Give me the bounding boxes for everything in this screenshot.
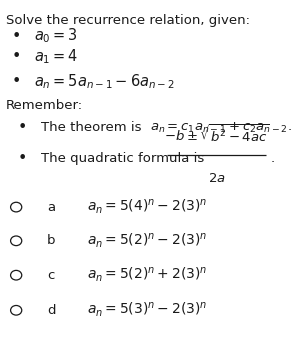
Text: $a_n = 5(4)^n - 2(3)^n$: $a_n = 5(4)^n - 2(3)^n$ bbox=[87, 198, 207, 216]
Text: $a_n = 5(2)^n - 2(3)^n$: $a_n = 5(2)^n - 2(3)^n$ bbox=[87, 232, 207, 250]
Text: Solve the recurrence relation, given:: Solve the recurrence relation, given: bbox=[6, 14, 250, 27]
Text: $2a$: $2a$ bbox=[208, 172, 225, 185]
Text: .: . bbox=[270, 152, 275, 165]
Text: d: d bbox=[47, 304, 56, 317]
Text: The quadratic formula is: The quadratic formula is bbox=[41, 152, 204, 165]
Text: $-b \pm \sqrt{b^2 - 4ac}$: $-b \pm \sqrt{b^2 - 4ac}$ bbox=[164, 124, 269, 145]
Text: a: a bbox=[47, 201, 55, 214]
Text: Remember:: Remember: bbox=[6, 99, 83, 112]
Text: The theorem is: The theorem is bbox=[41, 121, 146, 135]
Text: $a_n = c_1a_{n-1} + c_2a_{n-2}.$: $a_n = c_1a_{n-1} + c_2a_{n-2}.$ bbox=[150, 121, 292, 135]
Text: $a_n = 5a_{n-1} - 6a_{n-2}$: $a_n = 5a_{n-1} - 6a_{n-2}$ bbox=[34, 73, 175, 91]
Text: •: • bbox=[11, 49, 21, 64]
Text: $a_n = 5(2)^n + 2(3)^n$: $a_n = 5(2)^n + 2(3)^n$ bbox=[87, 266, 207, 284]
Text: b: b bbox=[47, 234, 56, 247]
Text: •: • bbox=[11, 29, 21, 44]
Text: $a_n = 5(3)^n - 2(3)^n$: $a_n = 5(3)^n - 2(3)^n$ bbox=[87, 301, 207, 320]
Text: •: • bbox=[17, 120, 27, 136]
Text: $a_0 = 3$: $a_0 = 3$ bbox=[34, 27, 78, 45]
Text: c: c bbox=[47, 269, 54, 282]
Text: $a_1 = 4$: $a_1 = 4$ bbox=[34, 47, 78, 66]
Text: •: • bbox=[11, 74, 21, 89]
Text: •: • bbox=[17, 151, 27, 166]
